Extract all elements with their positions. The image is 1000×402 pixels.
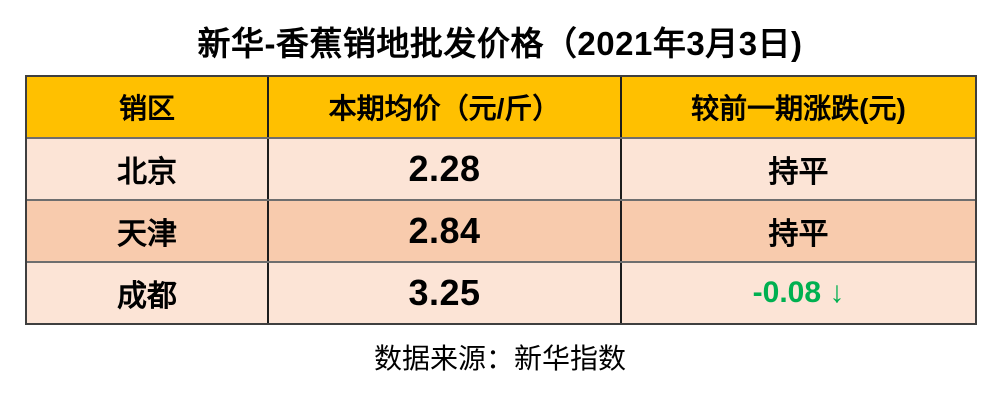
header-cell-change: 较前一期涨跌(元) <box>620 77 975 137</box>
table-row: 北京 2.28 持平 <box>27 137 975 199</box>
table-row: 天津 2.84 持平 <box>27 199 975 261</box>
cell-change: 持平 <box>620 201 975 261</box>
header-cell-region: 销区 <box>118 93 175 124</box>
price-table: 销区 本期均价（元/斤） 较前一期涨跌(元) 北京 2.28 持平 天津 2.8… <box>25 75 977 325</box>
cell-price: 2.28 <box>267 139 620 199</box>
header-cell-price: 本期均价（元/斤） <box>267 77 620 137</box>
cell-region: 北京 <box>117 156 177 189</box>
cell-price: 2.84 <box>267 201 620 261</box>
table-header-row: 销区 本期均价（元/斤） 较前一期涨跌(元) <box>27 77 975 137</box>
cell-price: 3.25 <box>267 263 620 323</box>
cell-change: 持平 <box>620 139 975 199</box>
cell-region: 成都 <box>117 280 177 313</box>
cell-change: -0.08 ↓ <box>620 263 975 323</box>
table-row: 成都 3.25 -0.08 ↓ <box>27 261 975 323</box>
data-source-caption: 数据来源：新华指数 <box>373 343 626 374</box>
cell-region: 天津 <box>117 218 177 251</box>
page-title: 新华-香蕉销地批发价格（2021年3月3日) <box>197 25 803 62</box>
